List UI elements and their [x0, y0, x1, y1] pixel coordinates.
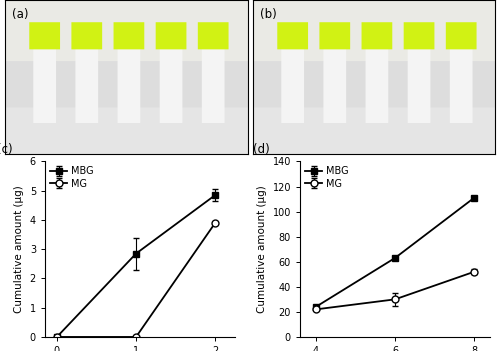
Y-axis label: Cumulative amount (μg): Cumulative amount (μg) [14, 185, 24, 313]
Text: (d): (d) [252, 143, 269, 156]
Legend: MBG, MG: MBG, MG [48, 164, 96, 191]
Text: (c): (c) [0, 143, 13, 156]
Y-axis label: Cumulative amount (μg): Cumulative amount (μg) [257, 185, 267, 313]
Text: (b): (b) [260, 8, 276, 21]
Text: (a): (a) [12, 8, 29, 21]
Legend: MBG, MG: MBG, MG [303, 164, 351, 191]
